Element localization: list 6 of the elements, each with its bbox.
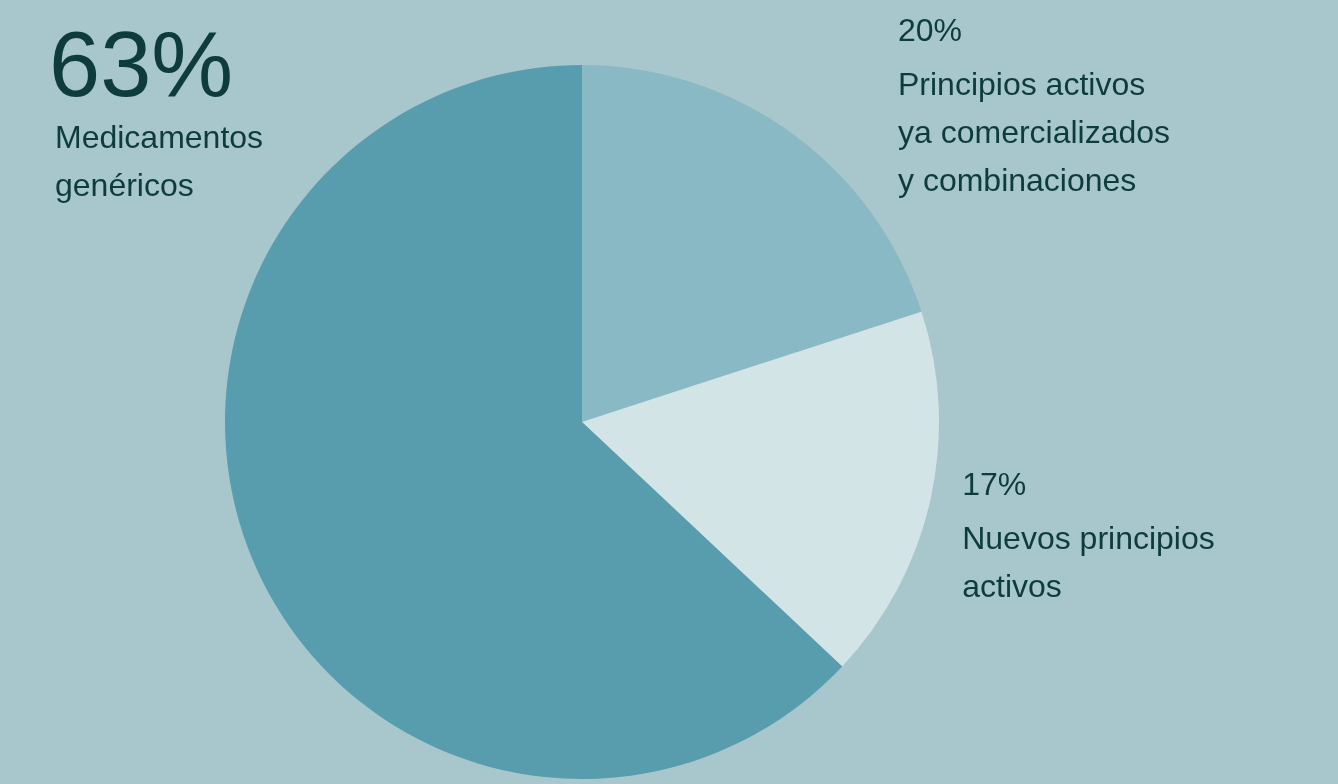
slice-label: Nuevos principios activos (962, 519, 1215, 604)
slice-label: Medicamentos genéricos (55, 119, 264, 203)
data-label: 63% (49, 13, 234, 115)
data-label: 17% (962, 465, 1027, 502)
slice-label: Principios activos ya comercializados y combinaciones (898, 66, 1171, 198)
data-label: 20% (898, 12, 963, 48)
